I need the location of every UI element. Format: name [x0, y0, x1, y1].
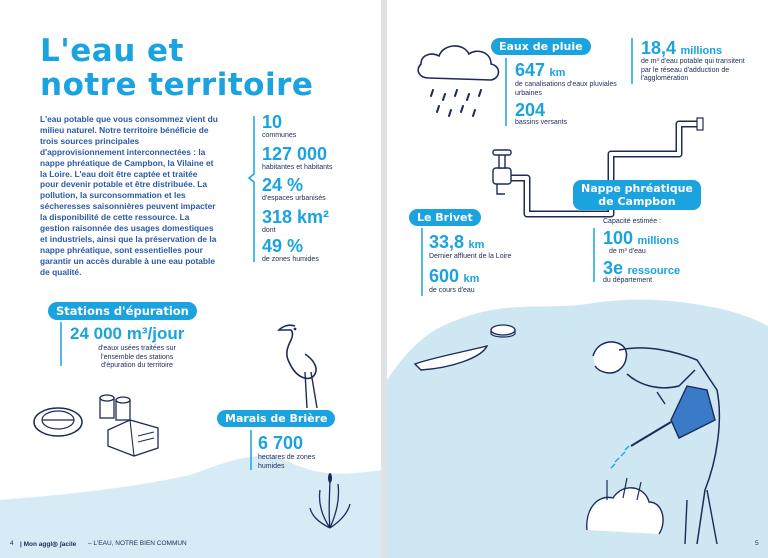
rain-label-1: de canalisations d'eaux pluviales urbain… — [515, 81, 617, 97]
rain-label-2: bassins versants — [515, 119, 568, 126]
nappe-bracket — [593, 228, 595, 282]
stat-value: 49 % — [262, 236, 304, 256]
right-page: Eaux de pluie 647 km de canalisations d'… — [387, 0, 768, 558]
nappe-rank-stat: 3e ressource — [603, 258, 680, 281]
water-land-shape — [0, 455, 381, 558]
stations-label: d'eaux usées traitées sur l'ensemble des… — [98, 345, 176, 369]
stat-value: 10 — [262, 112, 283, 132]
millions-stat: 18,4 millions — [641, 38, 722, 61]
brivet-label-2: de cours d'eau — [429, 287, 475, 294]
footer-title: – L'EAU, NOTRE BIEN COMMUN — [88, 540, 187, 547]
stat-label: d'espaces urbanisés — [262, 195, 326, 202]
brivet-stat-1: 33,8 km — [429, 232, 484, 255]
millions-bracket — [631, 38, 633, 84]
rain-value-1: 647 — [515, 60, 546, 80]
brivet-value-1: 33,8 — [429, 232, 465, 252]
page-title-line2: notre territoire — [40, 67, 314, 103]
briere-label: hectares de zones humides — [258, 454, 316, 470]
stat-label: de zones humides — [262, 256, 319, 263]
rain-unit-1: km — [549, 67, 566, 79]
briere-bracket — [250, 430, 252, 470]
stat-label: communes — [262, 132, 297, 139]
nappe-pill: Nappe phréatique de Campbon — [573, 180, 701, 210]
brivet-unit-2: km — [463, 273, 480, 285]
millions-unit: millions — [680, 45, 723, 57]
treatment-plant-illustration — [33, 394, 159, 457]
intro-paragraph: L'eau potable que vous consommez vient d… — [40, 114, 218, 277]
water-shape-right — [387, 299, 768, 558]
stats-bracket — [247, 116, 255, 262]
heron-illustration — [277, 324, 318, 409]
footer-page-number-right: 5 — [755, 540, 759, 547]
brivet-stat-2: 600 km — [429, 266, 479, 289]
stations-pill: Stations d'épuration — [48, 302, 197, 320]
nappe-capacity-stat: 100 millions — [603, 228, 679, 251]
nappe-pill-line2: de Campbon — [598, 195, 676, 208]
brivet-label-1: Dernier affluent de la Loire — [429, 253, 512, 260]
stats-column: 10 communes 127 000 habitantes et habita… — [262, 112, 372, 265]
left-page: L'eau et notre territoire L'eau potable … — [0, 0, 381, 558]
nappe-pill-line1: Nappe phréatique — [581, 182, 693, 195]
briere-pill: Marais de Brière — [217, 410, 336, 427]
stat-label: dont — [262, 226, 276, 234]
nappe-capacity-value: 100 — [603, 228, 634, 248]
rain-cloud-illustration — [417, 45, 500, 117]
nappe-capacity-unit: millions — [637, 235, 680, 247]
rain-bracket — [505, 58, 507, 126]
nappe-rank-sub: du département — [603, 277, 653, 284]
stat-value: 318 km² — [262, 206, 330, 227]
brivet-unit-1: km — [468, 239, 485, 251]
page-title-line1: L'eau et — [40, 33, 184, 69]
stat-label: habitantes et habitants — [262, 163, 333, 171]
nappe-capacity-sub: de m³ d'eau — [609, 248, 646, 255]
footer-page-number: 4 — [10, 540, 14, 547]
briere-value: 6 700 — [258, 433, 304, 453]
nappe-capacity-label: Capacité estimée : — [603, 218, 661, 225]
millions-label: de m³ d'eau potable qui transitent par l… — [641, 58, 745, 82]
rain-stat-1: 647 km — [515, 60, 565, 83]
brivet-bracket — [421, 228, 423, 296]
boat-illustration — [413, 324, 516, 371]
gardener-illustration — [586, 341, 721, 545]
stations-bracket — [60, 322, 62, 366]
brivet-value-2: 600 — [429, 266, 460, 286]
rain-pill: Eaux de pluie — [491, 38, 591, 55]
nappe-rank-word: ressource — [627, 265, 681, 277]
reed-plant-illustration — [309, 473, 351, 529]
rain-value-2: 204 — [515, 100, 546, 120]
brivet-pill: Le Brivet — [409, 209, 481, 226]
stat-value: 24 % — [262, 175, 304, 195]
nappe-rank: 3e — [603, 258, 624, 278]
footer-brand: | Mon aggl◎ ʃacile — [20, 541, 77, 548]
stat-value: 127 000 — [262, 143, 328, 164]
millions-value: 18,4 — [641, 38, 677, 58]
stations-value: 24 000 m³/jour — [70, 324, 185, 343]
